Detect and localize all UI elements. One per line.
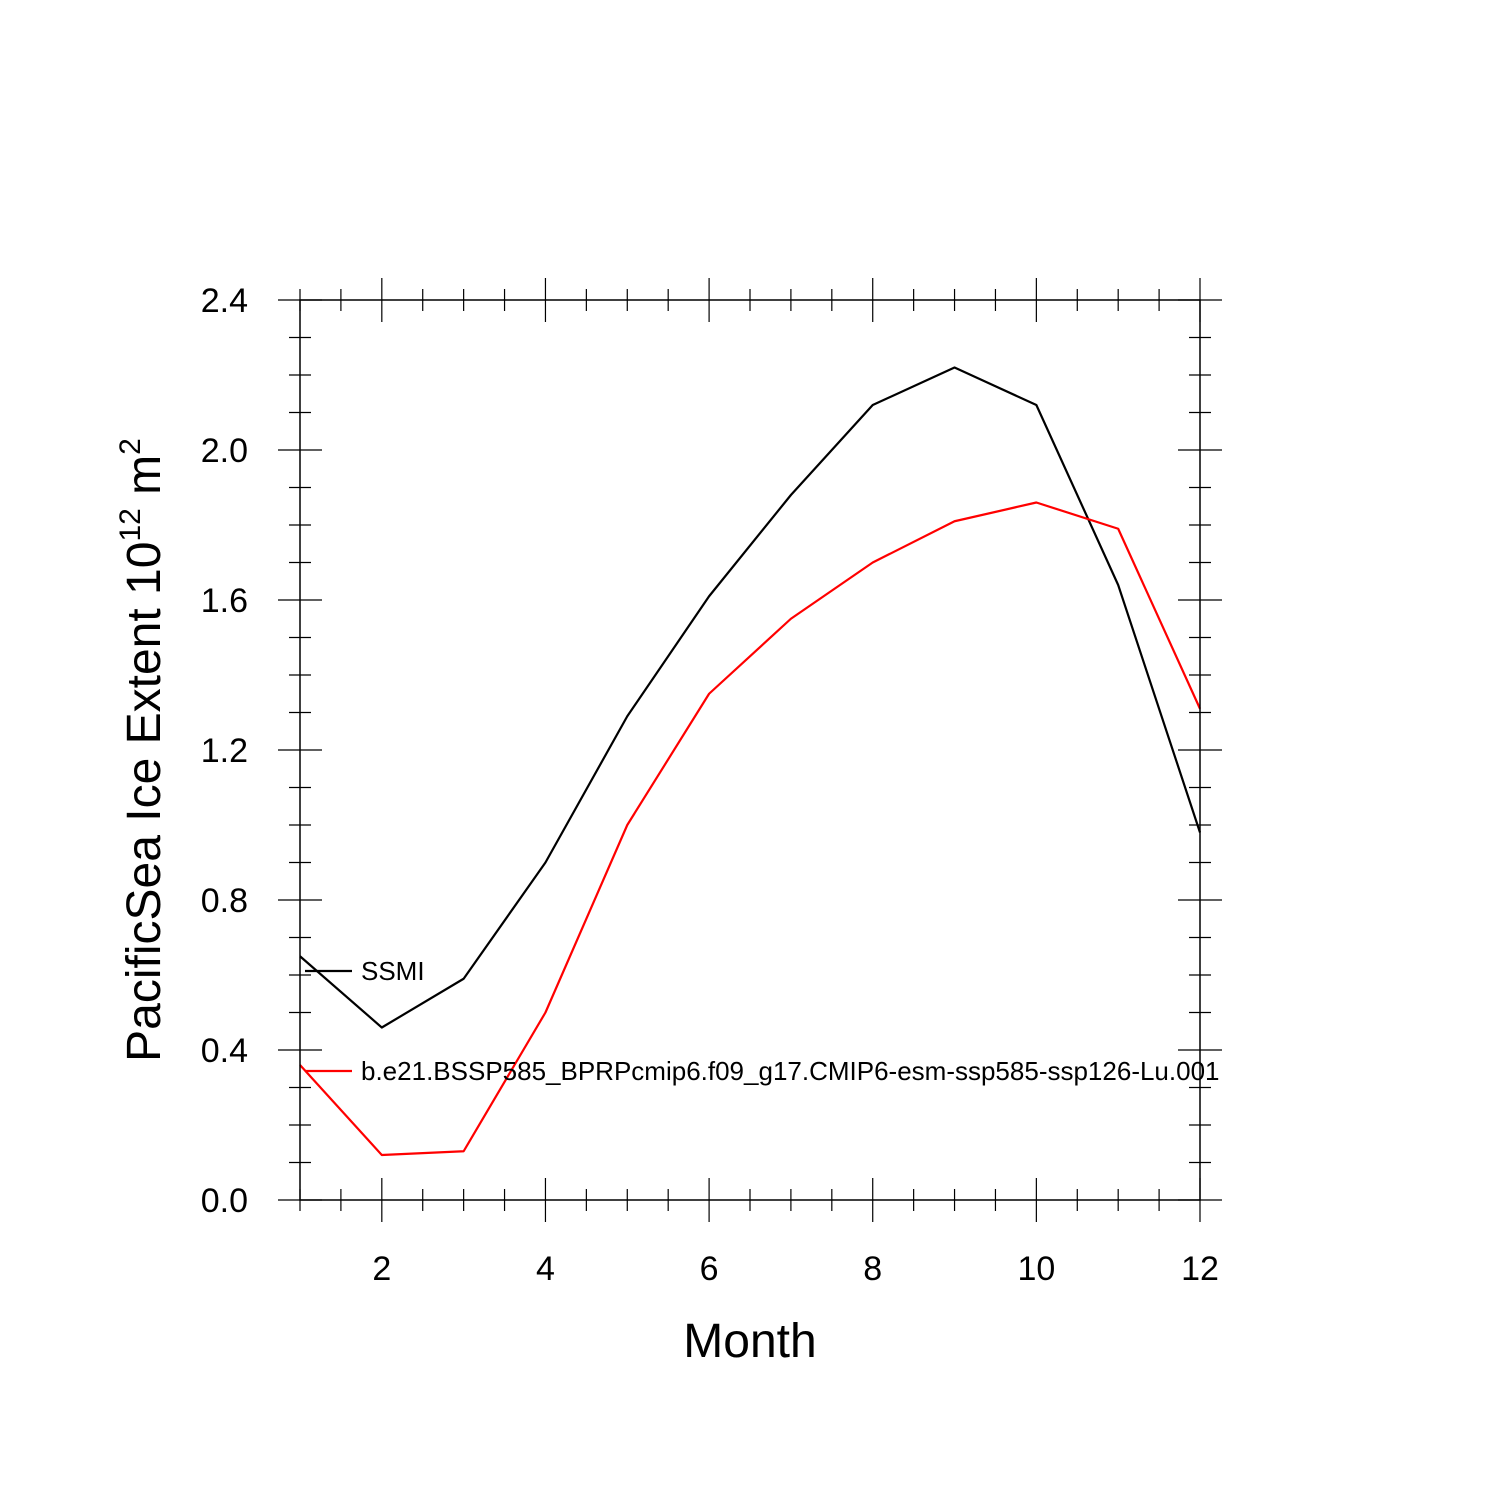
legend-label: b.e21.BSSP585_BPRPcmip6.f09_g17.CMIP6-es… (361, 1056, 1220, 1086)
x-tick-label: 12 (1181, 1250, 1219, 1288)
y-axis-title-exponent: 12 (114, 508, 147, 541)
legend: SSMI b.e21.BSSP585_BPRPcmip6.f09_g17.CMIP… (305, 956, 1220, 1086)
y-tick-label: 0.8 (201, 882, 248, 920)
y-tick-label: 1.6 (201, 582, 248, 620)
y-tick-label: 0.4 (201, 1032, 248, 1070)
x-tick-label: 6 (700, 1250, 719, 1288)
x-tick-label: 8 (863, 1250, 882, 1288)
plot-frame (299, 299, 1201, 1201)
y-axis-title: PacificSea Ice Extent 1012 m2 (114, 438, 171, 1062)
x-tick-label: 4 (536, 1250, 555, 1288)
y-axis-title-unit-exponent: 2 (114, 438, 147, 455)
y-axis-title-unit: m (118, 455, 171, 508)
y-axis-title-text: PacificSea Ice Extent 10 (118, 542, 171, 1062)
y-tick-label: 2.4 (201, 282, 248, 320)
x-tick-label: 10 (1017, 1250, 1055, 1288)
series-line-model (299, 501, 1202, 1157)
series-lines (299, 366, 1202, 1157)
legend-label: SSMI (361, 956, 425, 986)
y-tick-label: 1.2 (201, 732, 248, 770)
y-tick-labels: 0.0 0.4 0.8 1.2 1.6 2.0 2.4 (201, 282, 248, 1220)
y-tick-label: 0.0 (201, 1182, 248, 1220)
series-line-ssmi (299, 366, 1202, 1029)
y-tick-label: 2.0 (201, 432, 248, 470)
x-tick-labels: 2 4 6 8 10 12 (372, 1250, 1219, 1288)
x-axis-title: Month (683, 1315, 816, 1368)
x-tick-label: 2 (372, 1250, 391, 1288)
